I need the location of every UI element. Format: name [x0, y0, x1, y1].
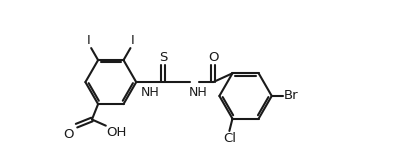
Text: I: I	[131, 34, 135, 47]
Text: NH: NH	[141, 86, 160, 99]
Text: O: O	[208, 51, 219, 64]
Text: O: O	[64, 128, 74, 141]
Text: S: S	[159, 51, 167, 64]
Text: Cl: Cl	[223, 133, 236, 146]
Text: OH: OH	[107, 126, 127, 140]
Text: NH: NH	[189, 86, 207, 99]
Text: I: I	[87, 34, 90, 47]
Text: Br: Br	[283, 89, 298, 102]
